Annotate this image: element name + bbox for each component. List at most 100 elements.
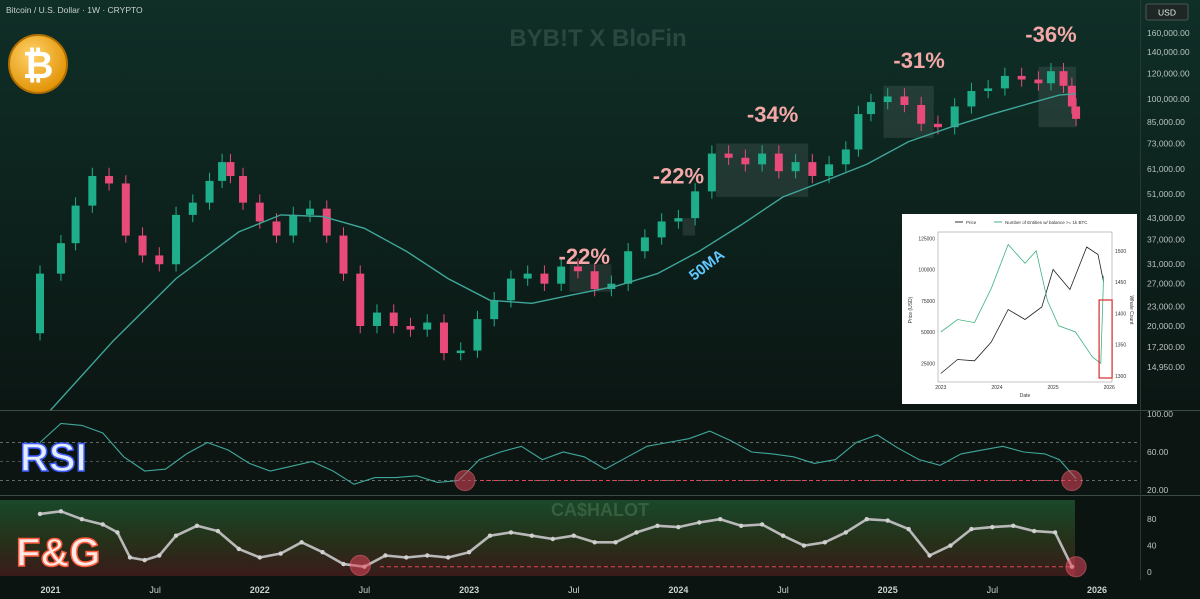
- drawdown-label: -22%: [559, 244, 610, 269]
- fg-point: [780, 533, 786, 538]
- candle-body: [56, 243, 65, 274]
- fg-point: [759, 522, 765, 527]
- candle-body: [950, 106, 959, 128]
- inset-legend-label: Price: [966, 220, 977, 225]
- candle-body: [854, 114, 863, 150]
- fg-point: [79, 517, 85, 522]
- drawdown-label: -31%: [893, 48, 944, 73]
- price-tick-label: 27,000.00: [1147, 279, 1185, 289]
- inset-right-tick: 1350: [1115, 343, 1126, 349]
- fg-point: [990, 524, 995, 530]
- time-tick-label: Jul: [987, 585, 999, 595]
- currency-badge[interactable]: [1145, 3, 1189, 21]
- candle-body: [883, 96, 892, 103]
- price-tick-label: 85,000.00: [1147, 117, 1185, 127]
- candle-body: [339, 235, 348, 274]
- inset-left-tick: 50000: [921, 330, 935, 336]
- candle-body: [1059, 71, 1068, 86]
- fg-point: [341, 561, 346, 567]
- fg-point: [550, 536, 556, 542]
- candle-body: [272, 221, 281, 236]
- watermark-top: BYB!T X BloFin: [509, 25, 686, 52]
- fg-point: [1052, 530, 1058, 535]
- candle-body: [640, 237, 649, 252]
- candle-body: [473, 319, 482, 351]
- fg-point: [634, 530, 639, 535]
- fg-tick-label: 0: [1147, 567, 1152, 577]
- inset-right-tick: 1450: [1115, 280, 1126, 286]
- candle-body: [984, 88, 993, 92]
- fg-point: [864, 517, 869, 522]
- candle-body: [774, 153, 783, 172]
- price-tick-label: 14,950.00: [1147, 362, 1185, 372]
- candle-body: [624, 251, 633, 284]
- time-tick-label: 2025: [878, 585, 898, 595]
- fg-point: [571, 533, 576, 538]
- inset-left-tick: 75000: [921, 299, 935, 305]
- rsi-tick-label: 60.00: [1147, 447, 1169, 457]
- fg-label: F&G: [16, 531, 100, 575]
- candle-body: [423, 322, 432, 330]
- candle-body: [289, 214, 298, 236]
- price-tick-label: 100,000.00: [1147, 94, 1190, 104]
- candle-body: [218, 162, 227, 181]
- candle-body: [306, 208, 315, 215]
- rsi-line: [39, 422, 1077, 485]
- fg-point: [127, 555, 133, 560]
- candle-body: [917, 104, 926, 124]
- time-tick-label: 2021: [40, 585, 60, 595]
- fg-point: [215, 528, 221, 534]
- price-tick-label: 160,000.00: [1147, 28, 1190, 38]
- fg-point: [948, 543, 953, 548]
- drawdown-box: [682, 218, 696, 236]
- fg-point: [404, 555, 409, 560]
- time-tick-label: 2026: [1087, 585, 1107, 595]
- candle-body: [657, 221, 666, 238]
- fg-point: [969, 526, 974, 532]
- candle-body: [389, 312, 398, 326]
- drawdown-label: -34%: [747, 102, 798, 127]
- fg-point: [738, 523, 744, 528]
- price-tick-label: 51,000.00: [1147, 189, 1185, 199]
- rsi-tick-label: 100.00: [1147, 409, 1173, 419]
- fg-point: [613, 540, 618, 545]
- candle-body: [456, 350, 465, 354]
- time-tick-label: 2023: [459, 585, 479, 595]
- candle-body: [707, 153, 716, 192]
- time-tick-label: Jul: [359, 585, 371, 595]
- inset-price-line: [940, 246, 1104, 374]
- fg-point: [592, 540, 597, 545]
- time-tick-label: 2022: [250, 585, 270, 595]
- candle-body: [741, 157, 750, 165]
- fg-point: [299, 540, 304, 545]
- inset-x-tick: 2023: [935, 385, 946, 391]
- candle-body: [322, 208, 331, 236]
- fg-tick-label: 80: [1147, 514, 1157, 524]
- fg-low-marker: [1065, 556, 1087, 578]
- candle-body: [188, 202, 197, 215]
- candle-body: [155, 255, 164, 265]
- inset-whale-line: [940, 243, 1104, 365]
- rsi-low-marker: [1061, 469, 1083, 492]
- candle-body: [674, 218, 683, 222]
- candle-body: [356, 273, 365, 326]
- candle-body: [490, 300, 499, 320]
- rsi-low-marker: [454, 469, 476, 492]
- time-tick-label: Jul: [149, 585, 161, 595]
- inset-whale-chart: Price Number of Entities w/ balance >= 1k…: [902, 214, 1137, 404]
- candle-body: [607, 283, 616, 290]
- candle-body: [1067, 85, 1076, 107]
- inset-x-tick: 2026: [1104, 385, 1115, 391]
- ma-line-50: [49, 93, 1077, 411]
- inset-left-tick: 125000: [918, 236, 935, 242]
- fg-point: [697, 520, 702, 525]
- price-tick-label: 73,000.00: [1147, 139, 1185, 149]
- inset-right-tick: 1500: [1115, 249, 1126, 255]
- inset-x-tick: 2025: [1048, 385, 1059, 391]
- fg-point: [843, 530, 849, 535]
- candle-body: [88, 175, 97, 206]
- candle-body: [172, 214, 181, 265]
- rsi-tick-label: 20.00: [1147, 485, 1169, 495]
- price-tick-label: 17,200.00: [1147, 342, 1185, 352]
- candle-body: [439, 322, 448, 354]
